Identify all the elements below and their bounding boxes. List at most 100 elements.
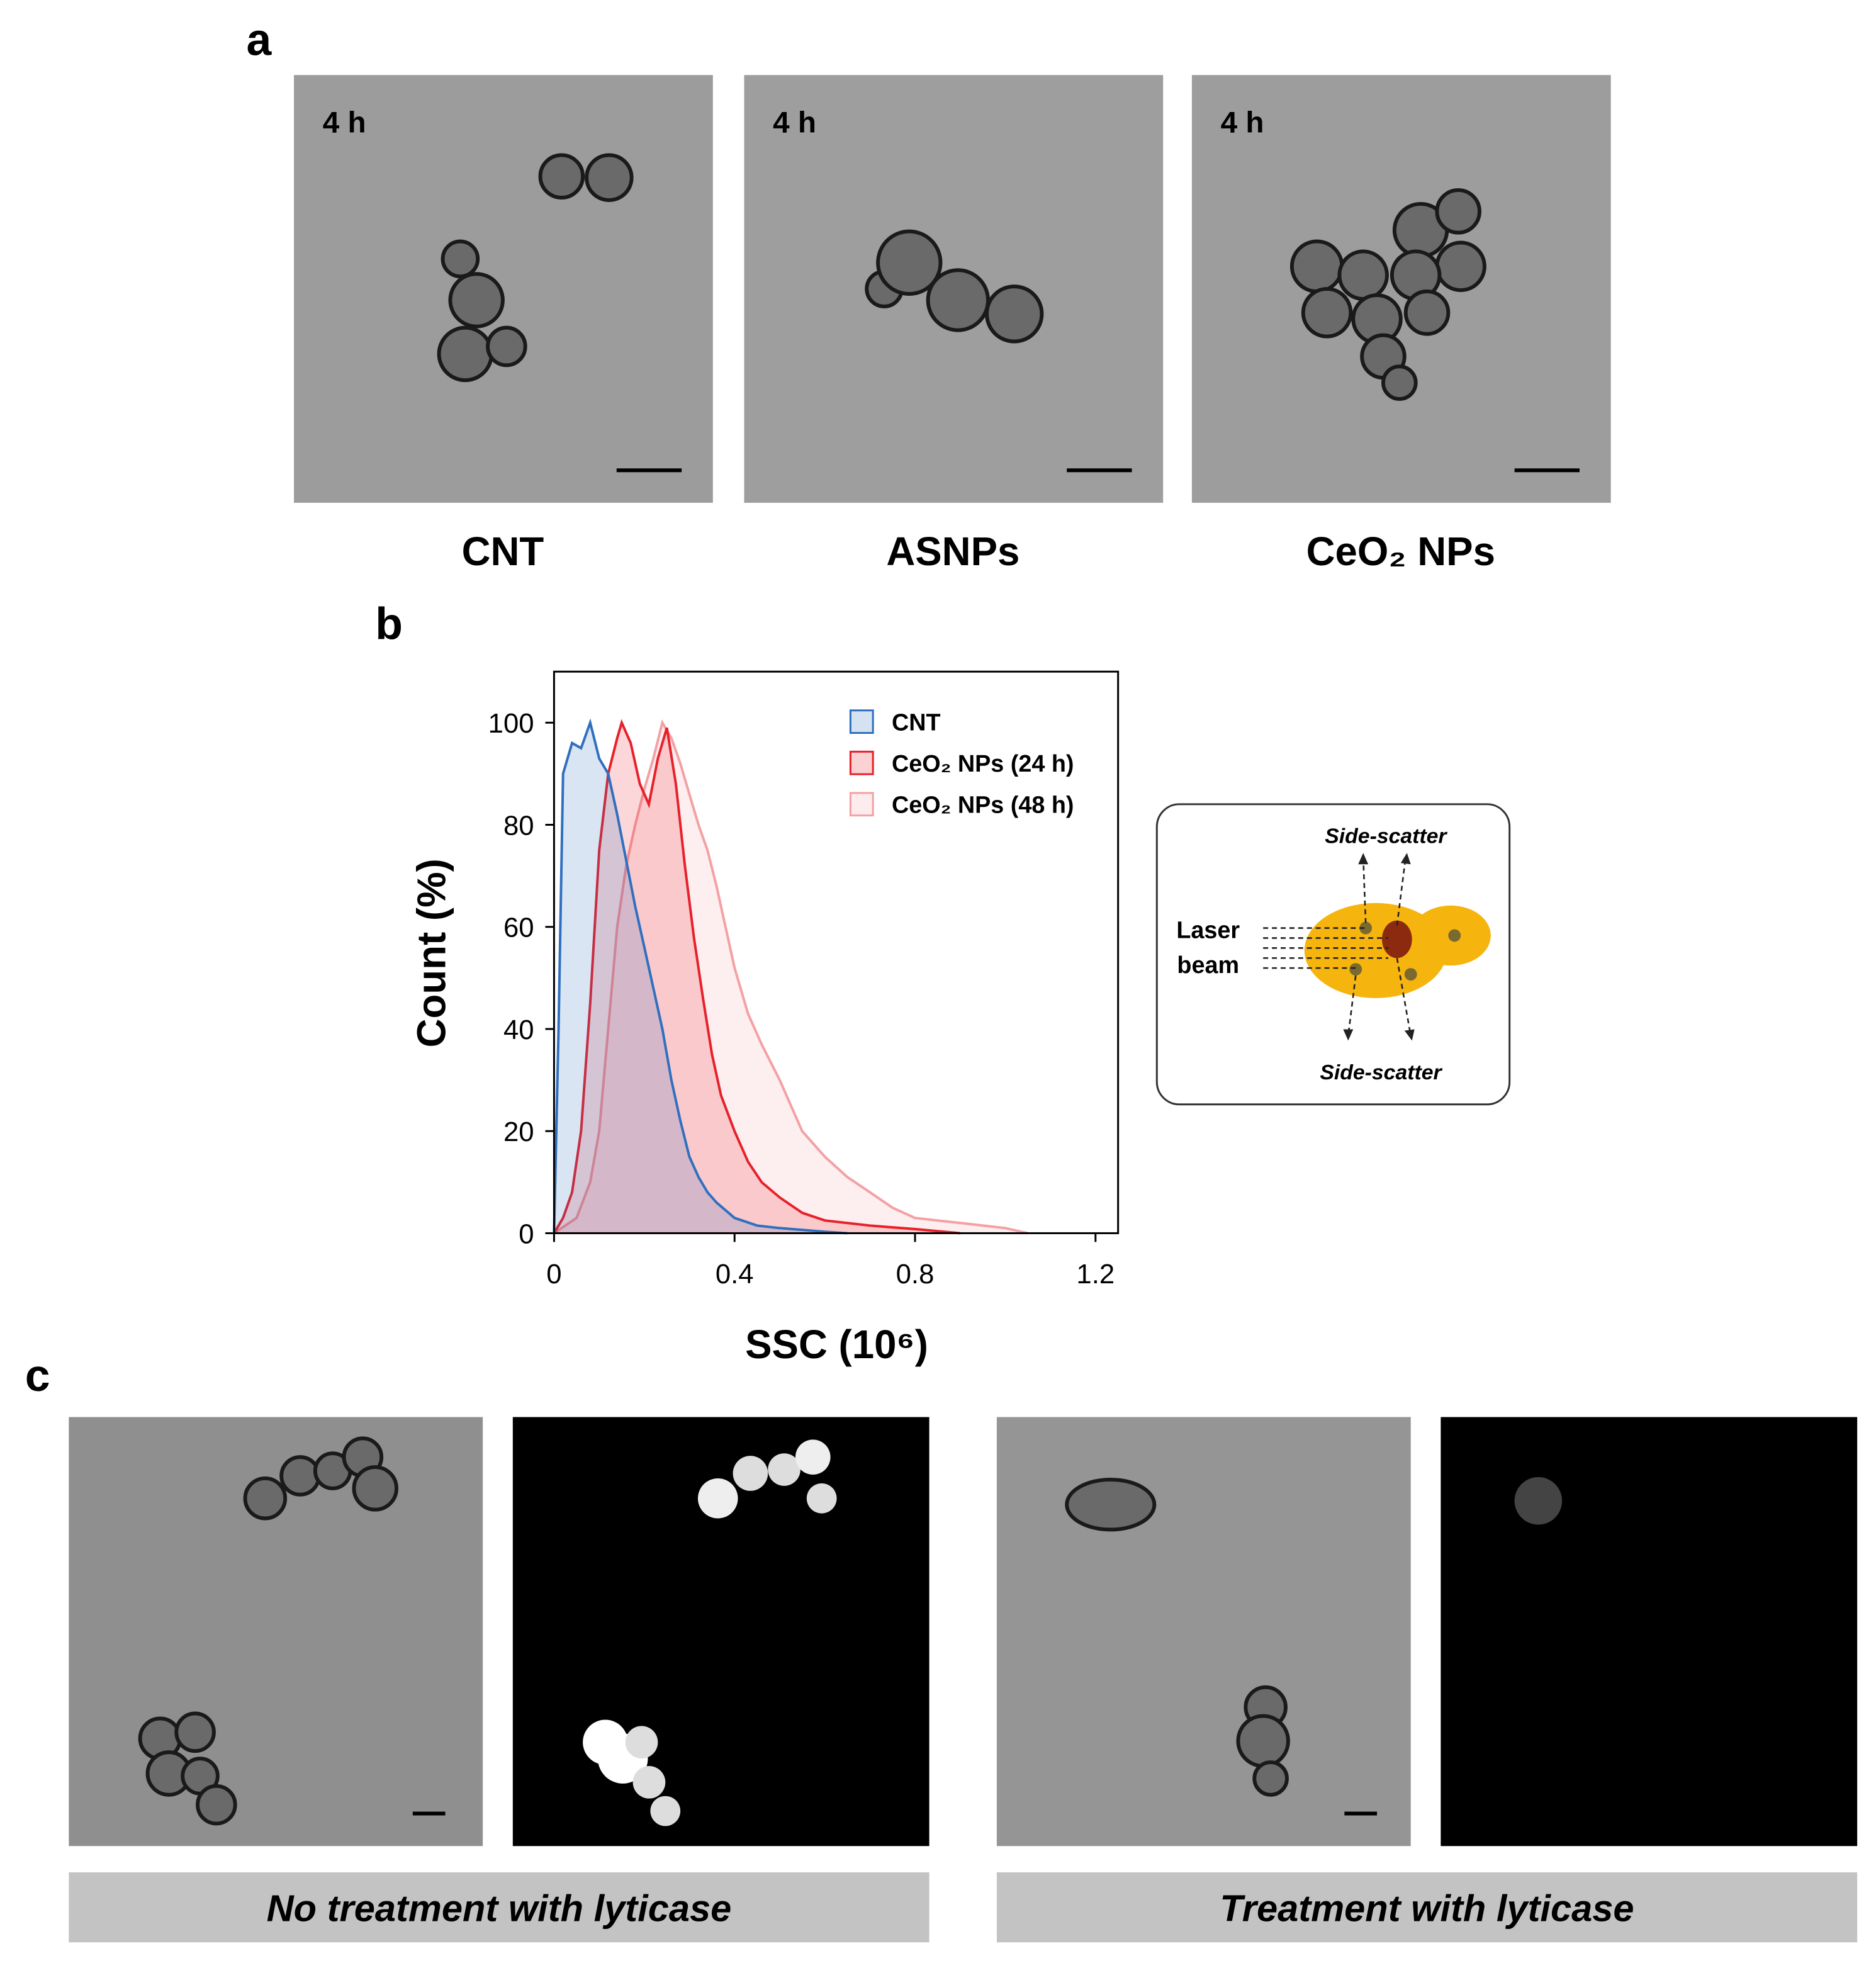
cell [1435, 188, 1481, 235]
diagram-label: Laser [1176, 916, 1240, 943]
series-line [553, 719, 1028, 1235]
cell [1301, 287, 1353, 339]
scatter-arrow [1362, 857, 1367, 923]
cell [876, 229, 943, 296]
micrograph [69, 1417, 483, 1847]
particle [1448, 929, 1461, 942]
y-tick-label: 80 [503, 810, 534, 841]
micrograph: 4 h [744, 75, 1164, 503]
cell [697, 1478, 738, 1519]
image-caption: ASNPs [886, 529, 1019, 574]
legend-swatch [849, 750, 874, 775]
image-caption: CeO₂ NPs [1306, 529, 1495, 574]
y-tick-label: 60 [503, 913, 534, 943]
cell [279, 1455, 321, 1497]
cell [352, 1465, 398, 1512]
x-tick-label: 0.8 [896, 1259, 935, 1290]
image-background [1441, 1417, 1858, 1847]
scatter-arrow [1396, 857, 1407, 926]
cell [1065, 1477, 1157, 1532]
cell [437, 325, 494, 383]
legend-label: CeO₂ NPs (48 h) [892, 792, 1074, 818]
cell [625, 1726, 658, 1759]
arrow-head [1343, 1029, 1354, 1041]
cell [632, 1766, 666, 1799]
time-label: 4 h [1221, 106, 1264, 140]
plot-frame [553, 670, 1120, 1234]
laser-lines [1263, 857, 1412, 1036]
condition-caption: No treatment with lyticase [267, 1887, 732, 1929]
time-label: 4 h [323, 106, 366, 140]
nucleus [1381, 920, 1412, 959]
series-area [554, 723, 1028, 1234]
cell [985, 284, 1044, 344]
cell [585, 153, 634, 202]
series-line [553, 718, 848, 1235]
cell [733, 1456, 768, 1491]
time-label: 4 h [773, 106, 816, 140]
scatter-arrow [1347, 975, 1357, 1036]
cell [1236, 1714, 1290, 1768]
cell [1403, 290, 1451, 336]
series-area [554, 723, 848, 1234]
cell [1337, 249, 1389, 301]
panel-letter: c [25, 1351, 50, 1401]
cell [1381, 364, 1418, 401]
cell [538, 153, 585, 200]
particle [1359, 921, 1373, 935]
image-background [996, 1417, 1411, 1847]
cell [174, 1711, 216, 1753]
x-tick-label: 0.4 [716, 1259, 754, 1290]
cell [1435, 240, 1486, 293]
diagram-label: beam [1177, 952, 1239, 978]
x-tick-label: 1.2 [1076, 1259, 1115, 1290]
arrow-heads [1343, 853, 1415, 1041]
legend-swatch [849, 792, 874, 817]
micrograph: 4 h [294, 75, 713, 503]
cell [795, 1439, 831, 1475]
legend-swatch [849, 709, 874, 734]
legend-label: CNT [892, 709, 941, 736]
fluorescence-image [512, 1417, 930, 1847]
diagram-label: Side-scatter [1325, 824, 1447, 848]
x-tick-label: 0 [546, 1259, 561, 1290]
image-background [294, 75, 713, 503]
cell [196, 1784, 237, 1826]
scatter-arrow [1396, 958, 1412, 1036]
cell [1252, 1760, 1289, 1797]
y-axis-label: Count (%) [410, 858, 454, 1047]
diagram-label: Side-scatter [1320, 1060, 1442, 1084]
arrow-head [1358, 853, 1369, 865]
panel-letter: a [247, 14, 272, 65]
series-line [553, 719, 960, 1235]
y-tick-label: 20 [503, 1116, 534, 1147]
fluorescence-image [1441, 1417, 1858, 1847]
micrograph: 4 h [1191, 75, 1611, 503]
arrow-head [1404, 1029, 1415, 1041]
particle [1349, 963, 1362, 976]
condition-caption: Treatment with lyticase [1220, 1887, 1634, 1929]
cell [806, 1483, 837, 1514]
y-tick-label: 40 [503, 1015, 534, 1045]
cell [1289, 239, 1344, 294]
y-tick-label: 0 [519, 1218, 534, 1249]
y-tick-label: 100 [488, 708, 534, 739]
caption-bar [996, 1872, 1858, 1943]
cell [441, 239, 480, 279]
image-caption: CNT [462, 529, 544, 574]
series-area [554, 723, 960, 1234]
micrograph [996, 1417, 1411, 1847]
panel-letter: b [375, 599, 403, 649]
cell [448, 272, 505, 329]
legend-label: CeO₂ NPs (24 h) [892, 750, 1074, 777]
particle [1404, 968, 1417, 981]
scatter-diagram: Side-scatter Side-scatter Laser beam [1155, 803, 1511, 1106]
cell [650, 1796, 681, 1826]
caption-bar [69, 1872, 930, 1943]
cell [926, 268, 990, 332]
cell [243, 1476, 288, 1521]
histogram-chart: Count (%) SSC (10⁶) 0 20 40 60 80 100 0 0.4 0.8 1… [410, 670, 1120, 1367]
x-axis-label: SSC (10⁶) [745, 1322, 928, 1367]
